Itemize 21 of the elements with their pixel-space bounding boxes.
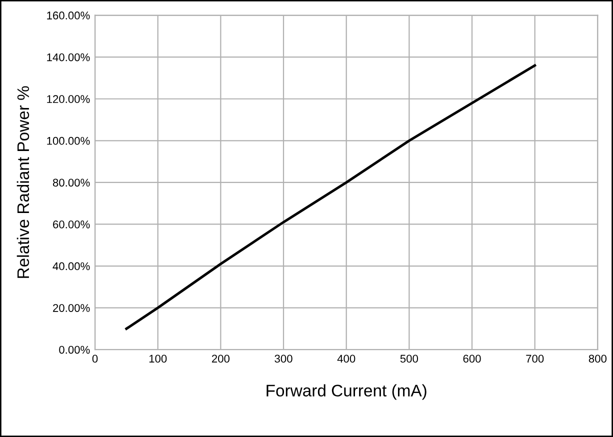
y-tick-label: 100.00% xyxy=(47,136,90,145)
y-axis-title: Relative Radiant Power % xyxy=(16,86,30,278)
y-tick-label: 120.00% xyxy=(47,95,90,104)
x-axis-title: Forward Current (mA) xyxy=(266,384,426,400)
x-tick-label: 400 xyxy=(337,354,356,363)
x-tick-label: 600 xyxy=(463,354,481,363)
x-tick-label: 700 xyxy=(526,354,544,363)
x-tick-label: 200 xyxy=(212,354,230,363)
x-tick-label: 300 xyxy=(274,354,292,363)
y-tick-label: 40.00% xyxy=(52,262,90,270)
y-tick-label: 0.00% xyxy=(59,346,90,354)
x-tick-label: 100 xyxy=(149,354,167,363)
x-tick-label: 800 xyxy=(588,354,607,363)
x-tick-label: 0 xyxy=(92,354,98,363)
y-tick-label: 20.00% xyxy=(53,304,90,312)
line-series xyxy=(125,64,536,330)
y-tick-label: 160.00% xyxy=(47,12,90,20)
y-tick-label: 60.00% xyxy=(53,220,90,228)
y-tick-label: 80.00% xyxy=(52,178,90,187)
x-tick-label: 500 xyxy=(400,354,418,363)
y-tick-label: 140.00% xyxy=(47,53,90,62)
